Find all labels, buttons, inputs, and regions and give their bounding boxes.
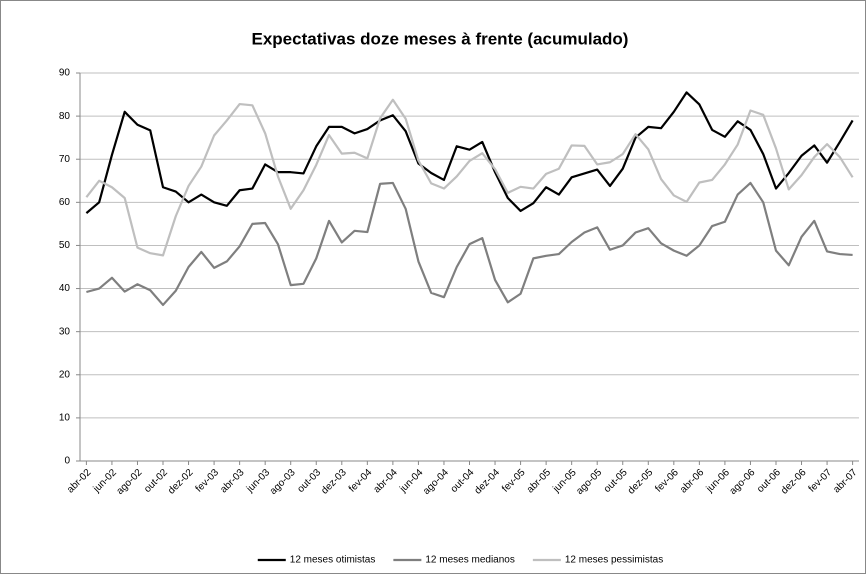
series-line <box>85 98 854 257</box>
y-tick-label: 70 <box>59 154 71 165</box>
y-tick-label: 30 <box>59 326 71 337</box>
y-tick-label: 90 <box>59 68 71 79</box>
series-line <box>85 91 854 214</box>
legend-label: 12 meses otimistas <box>290 555 376 566</box>
series-line <box>86 181 853 307</box>
y-tick-label: 20 <box>59 369 71 380</box>
y-tick-label: 0 <box>64 456 70 467</box>
y-tick-label: 50 <box>59 240 71 251</box>
y-tick-label: 10 <box>59 413 71 424</box>
y-tick-label: 80 <box>59 111 71 122</box>
legend-label: 12 meses medianos <box>425 555 515 566</box>
y-tick-label: 40 <box>59 283 71 294</box>
legend-label: 12 meses pessimistas <box>565 555 663 566</box>
chart-title: Expectativas doze meses à frente (acumul… <box>252 29 629 48</box>
y-tick-label: 60 <box>59 197 71 208</box>
